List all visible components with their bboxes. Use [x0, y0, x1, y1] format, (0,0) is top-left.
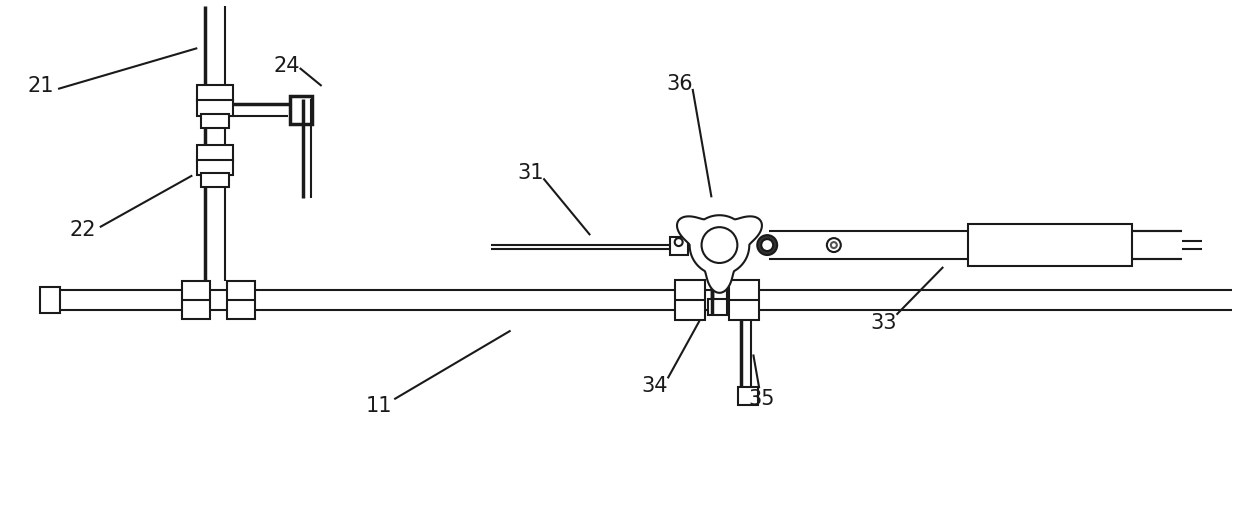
Bar	[227, 281, 255, 319]
Bar	[201, 114, 229, 128]
Text: 33: 33	[870, 313, 897, 333]
Bar	[197, 160, 233, 176]
Bar	[197, 100, 233, 116]
Bar	[197, 85, 233, 101]
Bar	[182, 281, 211, 319]
Polygon shape	[677, 215, 761, 293]
Text: 24: 24	[274, 56, 300, 76]
Bar	[40, 287, 60, 313]
Bar	[675, 280, 704, 320]
Circle shape	[675, 238, 683, 246]
Text: 31: 31	[517, 163, 543, 183]
Circle shape	[831, 242, 837, 248]
Text: 34: 34	[641, 376, 668, 397]
Circle shape	[761, 239, 774, 251]
Bar	[670, 237, 688, 255]
Bar	[968, 224, 1132, 266]
Bar	[738, 387, 758, 405]
Bar	[708, 299, 732, 315]
Bar	[197, 145, 233, 161]
Circle shape	[702, 227, 738, 263]
Text: 36: 36	[666, 74, 693, 94]
Bar	[290, 96, 311, 124]
Text: 35: 35	[748, 389, 775, 409]
Bar	[201, 174, 229, 187]
Text: 22: 22	[69, 220, 97, 240]
Bar	[729, 280, 759, 320]
Text: 11: 11	[366, 396, 393, 416]
Circle shape	[827, 238, 841, 252]
Circle shape	[758, 235, 777, 255]
Text: 21: 21	[27, 76, 55, 96]
